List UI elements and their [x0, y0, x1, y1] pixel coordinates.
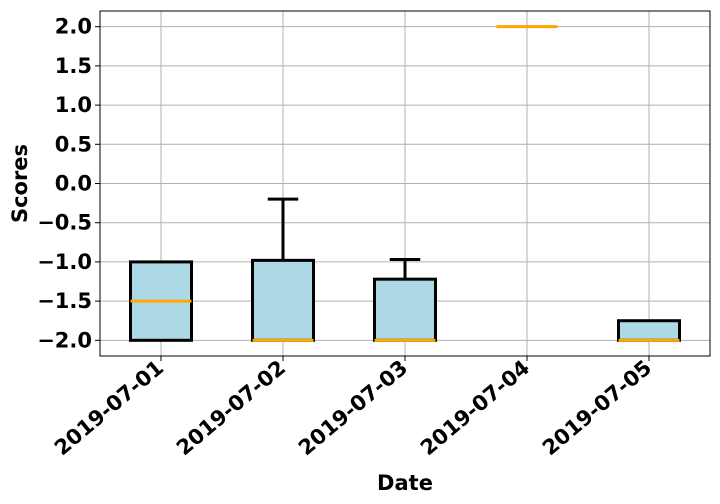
x-axis-ticks: 2019-07-01 2019-07-02 2019-07-03 2019-07-04…	[50, 355, 656, 460]
box-2019-07-03	[373, 258, 437, 342]
y-tick-label: −1.0	[37, 250, 92, 274]
x-tick-label: 2019-07-01	[50, 355, 168, 460]
x-tick-label: 2019-07-03	[294, 355, 412, 460]
box-2019-07-01	[129, 260, 193, 342]
box-2019-07-02	[251, 197, 315, 342]
y-tick-label: 0.0	[55, 172, 92, 196]
x-tick-label: 2019-07-05	[538, 355, 656, 460]
y-tick-label: 0.5	[55, 132, 92, 156]
y-axis-title: Scores	[8, 144, 32, 223]
box-body	[617, 319, 681, 342]
y-axis-ticks: 2.0 1.5 1.0 0.5 0.0 −0.5 −1.0 −1.5 −2.0	[37, 15, 100, 352]
y-tick-label: 2.0	[55, 15, 92, 39]
x-axis-title: Date	[377, 471, 433, 495]
box-plot-series	[129, 25, 681, 342]
x-tick-label: 2019-07-02	[172, 355, 290, 460]
grid-lines	[100, 11, 710, 356]
y-tick-label: −1.5	[37, 289, 92, 313]
box-body	[251, 258, 315, 342]
y-tick-label: −0.5	[37, 211, 92, 235]
y-tick-label: −2.0	[37, 328, 92, 352]
y-tick-label: 1.5	[55, 54, 92, 78]
x-tick-label: 2019-07-04	[416, 355, 534, 460]
box-2019-07-05	[617, 319, 681, 342]
y-tick-label: 1.0	[55, 93, 92, 117]
box-body	[373, 277, 437, 342]
